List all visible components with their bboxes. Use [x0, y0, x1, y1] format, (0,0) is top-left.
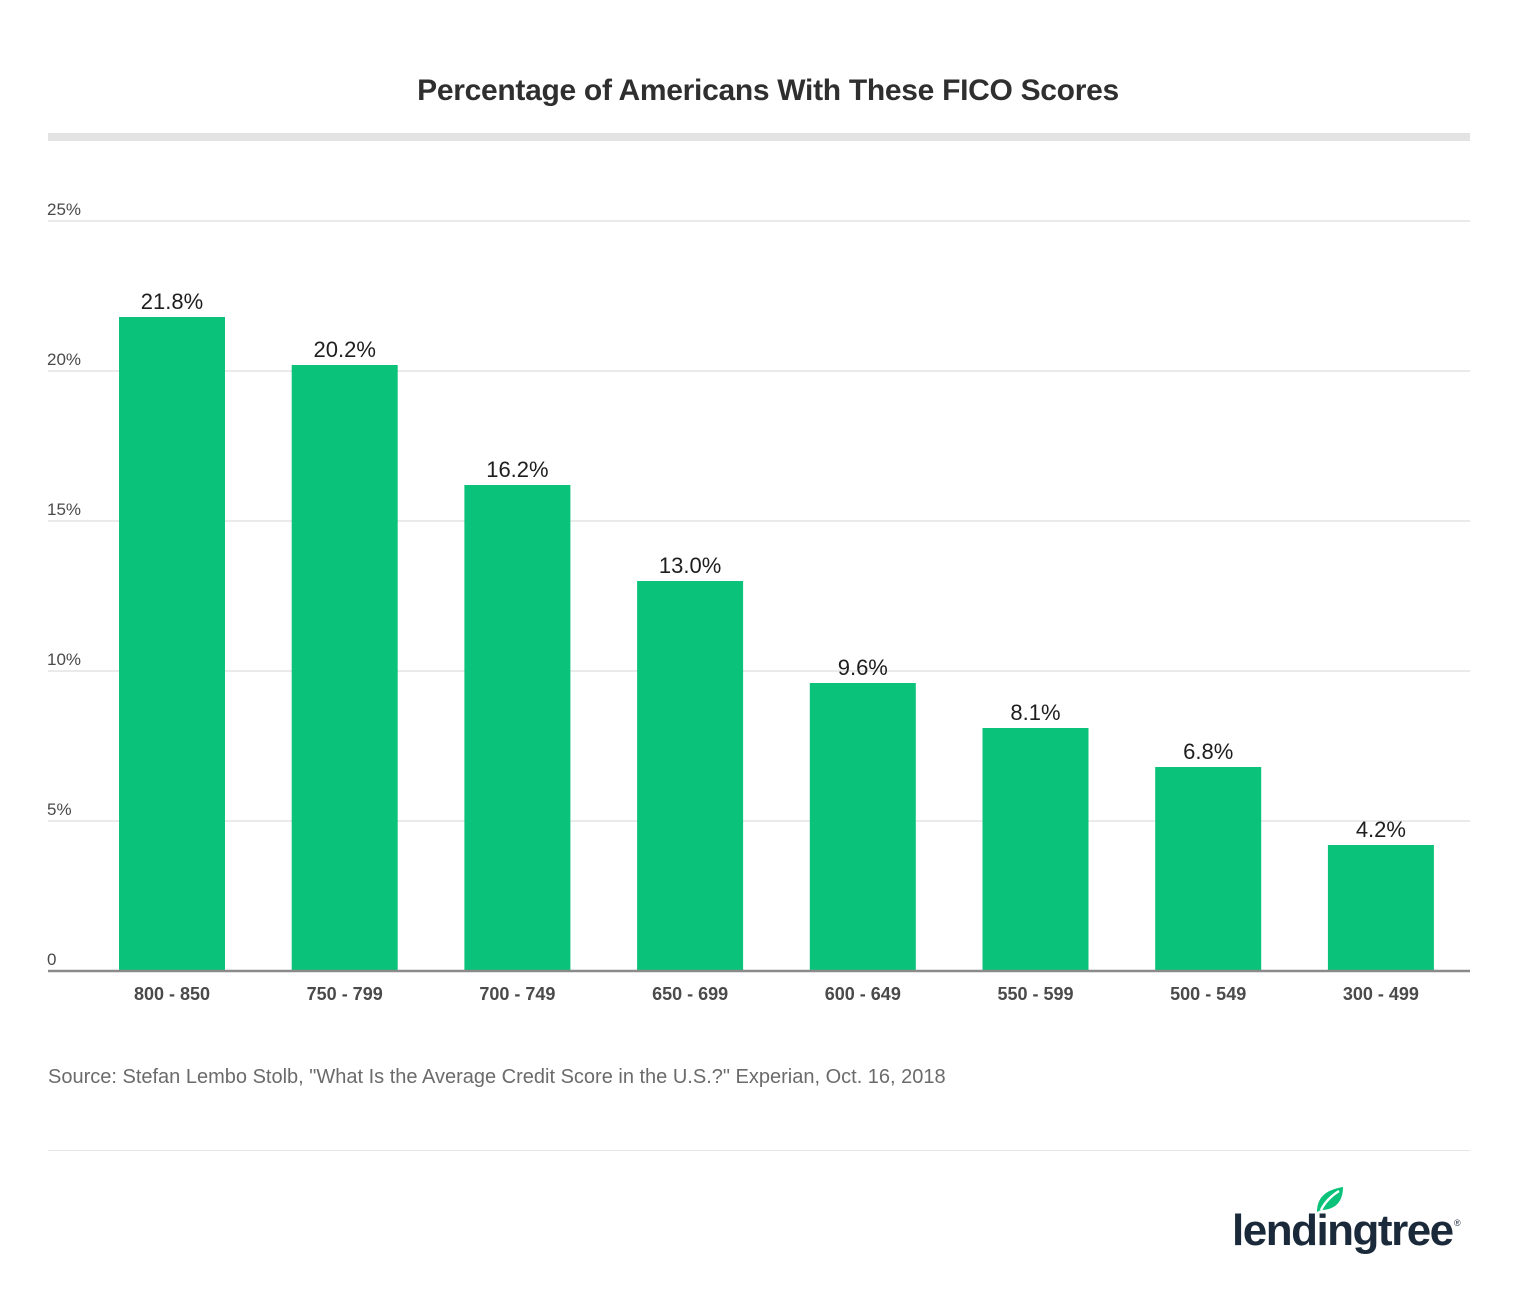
data-label: 21.8% [141, 289, 203, 314]
x-tick-label: 800 - 850 [134, 984, 210, 1004]
x-tick-label: 500 - 549 [1170, 984, 1246, 1004]
bar [464, 485, 571, 971]
chart-title: Percentage of Americans With These FICO … [417, 74, 1119, 107]
data-label: 4.2% [1356, 817, 1406, 842]
bar [119, 317, 225, 971]
logo-wordmark: lendingtree [1232, 1206, 1454, 1255]
y-tick-label: 5% [47, 800, 72, 819]
y-tick-label: 15% [47, 500, 81, 519]
bar [809, 683, 916, 971]
footer-divider [48, 1150, 1470, 1151]
y-tick-label: 0 [47, 950, 56, 969]
x-tick-label: 300 - 499 [1343, 984, 1419, 1004]
x-tick-label: 650 - 699 [652, 984, 728, 1004]
source-note: Source: Stefan Lembo Stolb, "What Is the… [48, 1066, 946, 1088]
lendingtree-logo: lendingtree ® [1225, 1184, 1470, 1264]
x-tick-label: 700 - 749 [479, 984, 555, 1004]
x-tick-label: 750 - 799 [307, 984, 383, 1004]
bar-chart: 0 5% 10% 15% 20% 25% 21.8% 800 - 850 20.2% 750 - … [47, 200, 1470, 1004]
bar [1327, 845, 1434, 971]
data-label: 13.0% [659, 553, 721, 578]
title-divider [48, 133, 1470, 141]
data-label: 6.8% [1183, 739, 1233, 764]
y-tick-label: 10% [47, 650, 81, 669]
registered-mark: ® [1454, 1218, 1461, 1228]
bar [1155, 767, 1262, 971]
data-label: 20.2% [314, 337, 376, 362]
bar [982, 728, 1089, 971]
y-tick-label: 25% [47, 200, 81, 219]
x-tick-label: 600 - 649 [825, 984, 901, 1004]
y-tick-label: 20% [47, 350, 81, 369]
bar [291, 365, 398, 971]
leaf-icon [1317, 1187, 1343, 1212]
data-label: 16.2% [486, 457, 548, 482]
x-tick-label: 550 - 599 [997, 984, 1073, 1004]
data-label: 8.1% [1010, 700, 1060, 725]
data-label: 9.6% [838, 655, 888, 680]
bar [637, 581, 744, 971]
